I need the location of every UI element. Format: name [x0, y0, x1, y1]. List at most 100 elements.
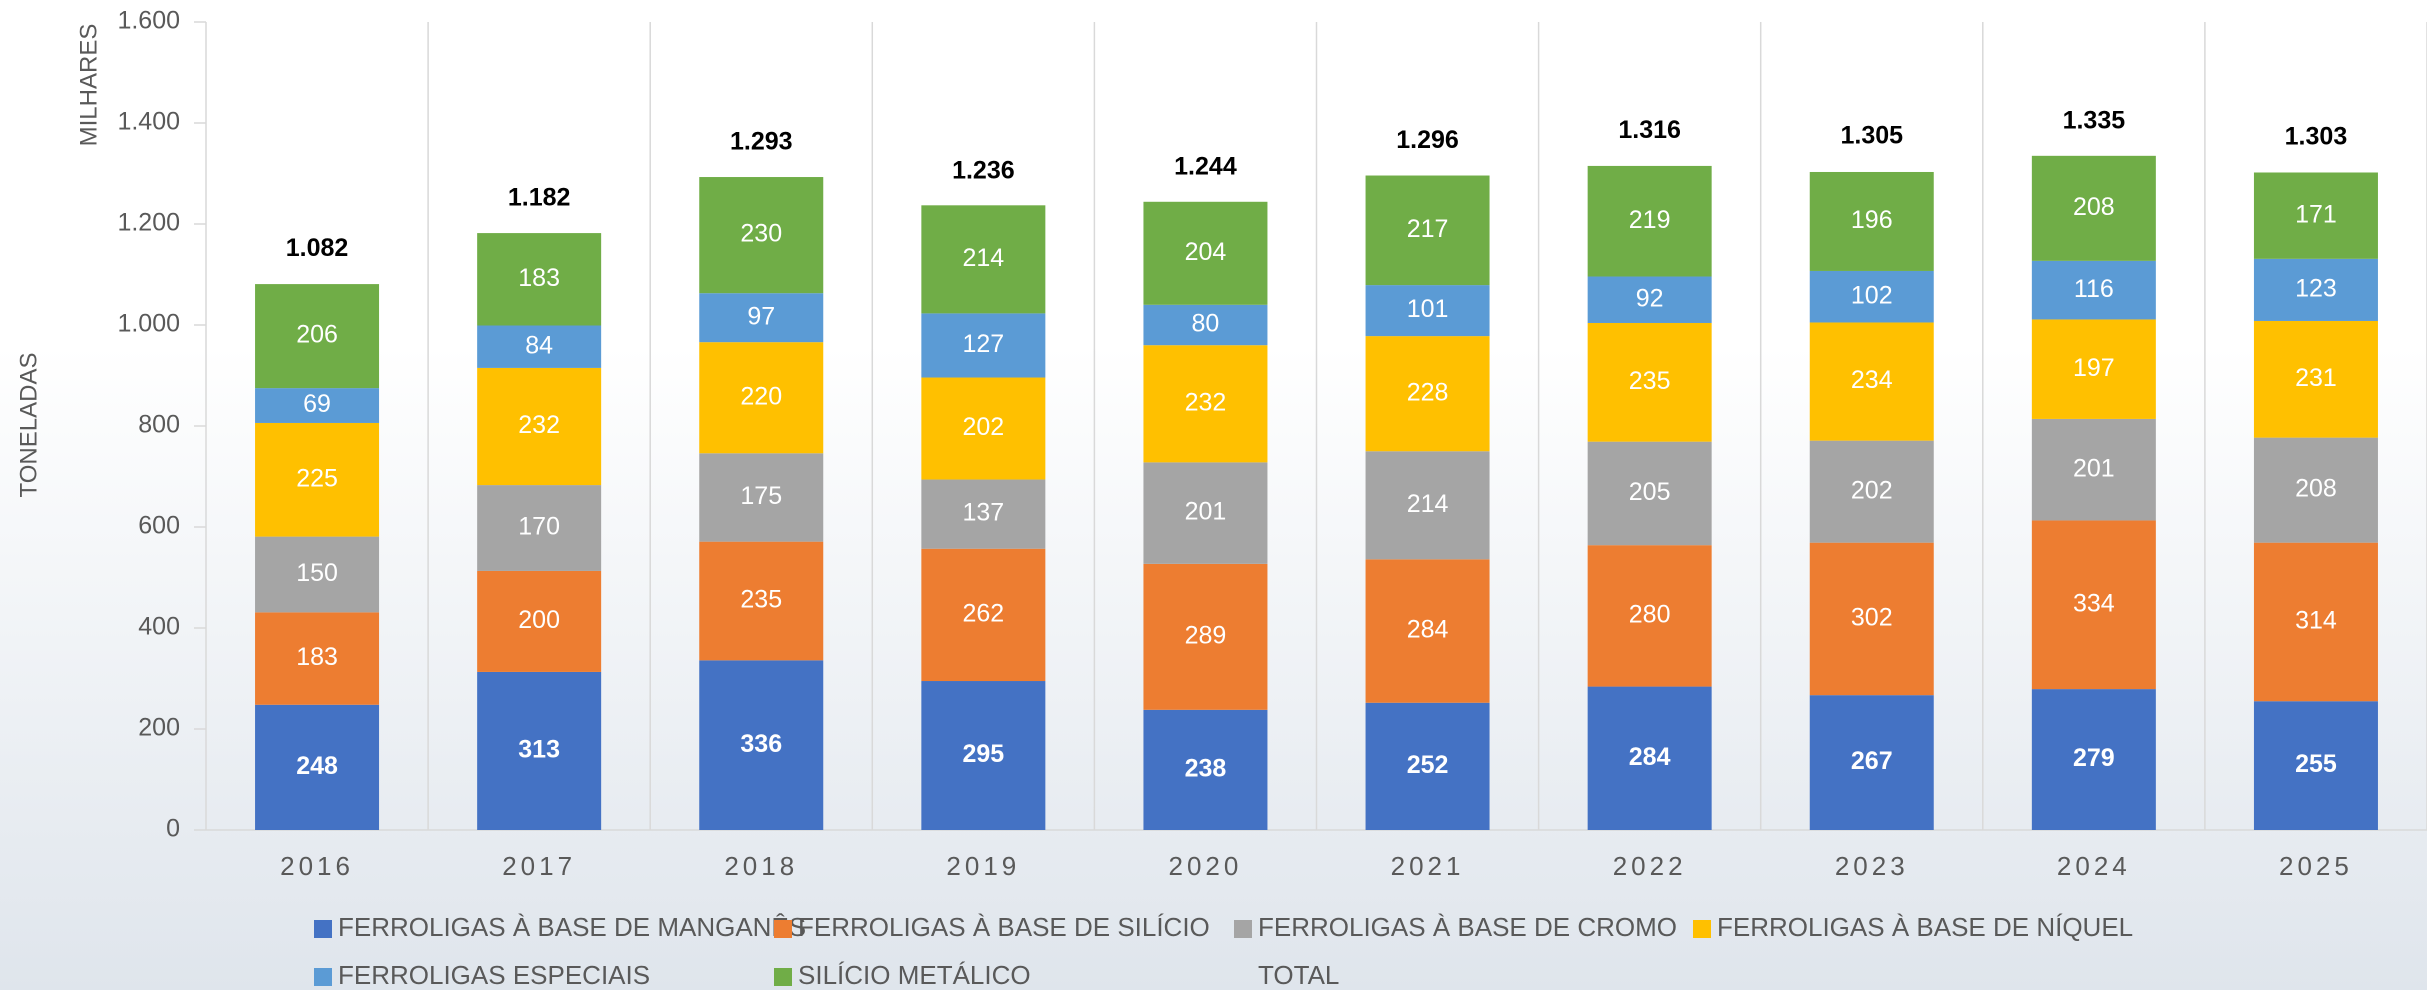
bar-segment [1587, 276, 1712, 323]
bar-segment [2031, 319, 2156, 419]
bar-segment [1143, 563, 1268, 710]
y-tick-label: 400 [138, 613, 180, 641]
data-label: 206 [296, 321, 338, 349]
bar-segment [1365, 559, 1490, 703]
bar-segment [1143, 304, 1268, 346]
bar-segment [2031, 689, 2156, 830]
bar-segment [2031, 260, 2156, 320]
bar-segment [1365, 451, 1490, 560]
bar-segment [1809, 542, 1934, 696]
data-label: 208 [2073, 193, 2115, 221]
bar-segment [1587, 545, 1712, 687]
data-label: 97 [747, 302, 775, 330]
x-tick-label: 2016 [280, 851, 354, 881]
data-label: 279 [2073, 744, 2115, 772]
data-label: 150 [296, 559, 338, 587]
bar-segment [1143, 462, 1268, 564]
legend-label: TOTAL [1258, 960, 1339, 990]
data-label: 313 [518, 736, 560, 764]
data-label: 183 [518, 264, 560, 292]
data-label: 202 [1851, 476, 1893, 504]
data-label: 284 [1629, 743, 1671, 771]
bar-segment [255, 388, 380, 423]
bar-segment [255, 536, 380, 613]
y-tick-label: 0 [166, 815, 180, 843]
data-label: 232 [518, 411, 560, 439]
legend-swatch [314, 968, 332, 986]
data-label: 235 [740, 586, 782, 614]
total-label: 1.244 [1174, 152, 1237, 180]
legend-label: FERROLIGAS À BASE DE MANGANÊS [338, 912, 806, 942]
total-label: 1.316 [1618, 116, 1681, 144]
total-label: 1.335 [2063, 106, 2126, 134]
bar-segment [477, 671, 602, 830]
legend-label: SILÍCIO METÁLICO [798, 960, 1031, 990]
total-label: 1.296 [1396, 126, 1459, 154]
bar-segment [477, 367, 602, 486]
data-label: 214 [1407, 490, 1449, 518]
legend-label: FERROLIGAS À BASE DE NÍQUEL [1717, 912, 2133, 942]
bar-segment [2253, 542, 2378, 702]
bar-segment [921, 548, 1046, 682]
bar-segment [699, 342, 824, 454]
bar-segment [699, 541, 824, 661]
data-label: 171 [2295, 200, 2337, 228]
bar-segment [255, 422, 380, 537]
bar-segment [1587, 686, 1712, 830]
y-tick-label: 800 [138, 411, 180, 439]
data-label: 225 [296, 464, 338, 492]
bar-segment [477, 570, 602, 672]
bar-segment [477, 485, 602, 571]
bar-segment [1365, 702, 1490, 830]
data-label: 295 [962, 740, 1004, 768]
data-label: 202 [962, 413, 1004, 441]
bar-segment [921, 377, 1046, 480]
bar-segment [1365, 175, 1490, 286]
data-label: 280 [1629, 600, 1671, 628]
bar-segment [1365, 336, 1490, 452]
x-tick-label: 2023 [1835, 851, 1909, 881]
data-label: 217 [1407, 215, 1449, 243]
y-tick-label: 600 [138, 512, 180, 540]
bar-segment [1809, 440, 1934, 543]
data-label: 232 [1185, 388, 1227, 416]
data-label: 197 [2073, 354, 2115, 382]
y-tick-label: 1.400 [117, 108, 180, 136]
bar-segment [2031, 520, 2156, 690]
data-label: 205 [1629, 478, 1671, 506]
bar-segment [1365, 285, 1490, 337]
y-tick-label: 200 [138, 714, 180, 742]
data-label: 238 [1185, 755, 1227, 783]
data-label: 201 [1185, 498, 1227, 526]
bar-segment [1143, 709, 1268, 830]
bar-segment [1587, 322, 1712, 442]
bar-segment [2031, 155, 2156, 261]
data-label: 69 [303, 390, 331, 418]
bar-segment [1809, 322, 1934, 441]
data-label: 267 [1851, 747, 1893, 775]
bar-segment [1143, 201, 1268, 305]
bar-segment [1587, 441, 1712, 546]
x-tick-label: 2025 [2279, 851, 2353, 881]
x-tick-label: 2019 [946, 851, 1020, 881]
bar-segment [921, 479, 1046, 549]
bar-segment [2253, 172, 2378, 259]
bar-segment [255, 284, 380, 389]
data-label: 230 [740, 220, 782, 248]
bar-segment [477, 233, 602, 326]
bar-segment [921, 205, 1046, 314]
bar-segment [255, 612, 380, 705]
legend-label: FERROLIGAS À BASE DE SILÍCIO [798, 912, 1210, 942]
bar-segment [921, 313, 1046, 378]
y-tick-label: 1.200 [117, 209, 180, 237]
data-label: 231 [2295, 364, 2337, 392]
total-label: 1.236 [952, 156, 1015, 184]
data-label: 80 [1192, 310, 1220, 338]
x-tick-label: 2022 [1613, 851, 1687, 881]
total-label: 1.305 [1840, 122, 1903, 150]
legend-swatch [774, 920, 792, 938]
data-label: 196 [1851, 206, 1893, 234]
data-label: 220 [740, 382, 782, 410]
data-label: 116 [2074, 275, 2114, 303]
bar-segment [1587, 165, 1712, 277]
